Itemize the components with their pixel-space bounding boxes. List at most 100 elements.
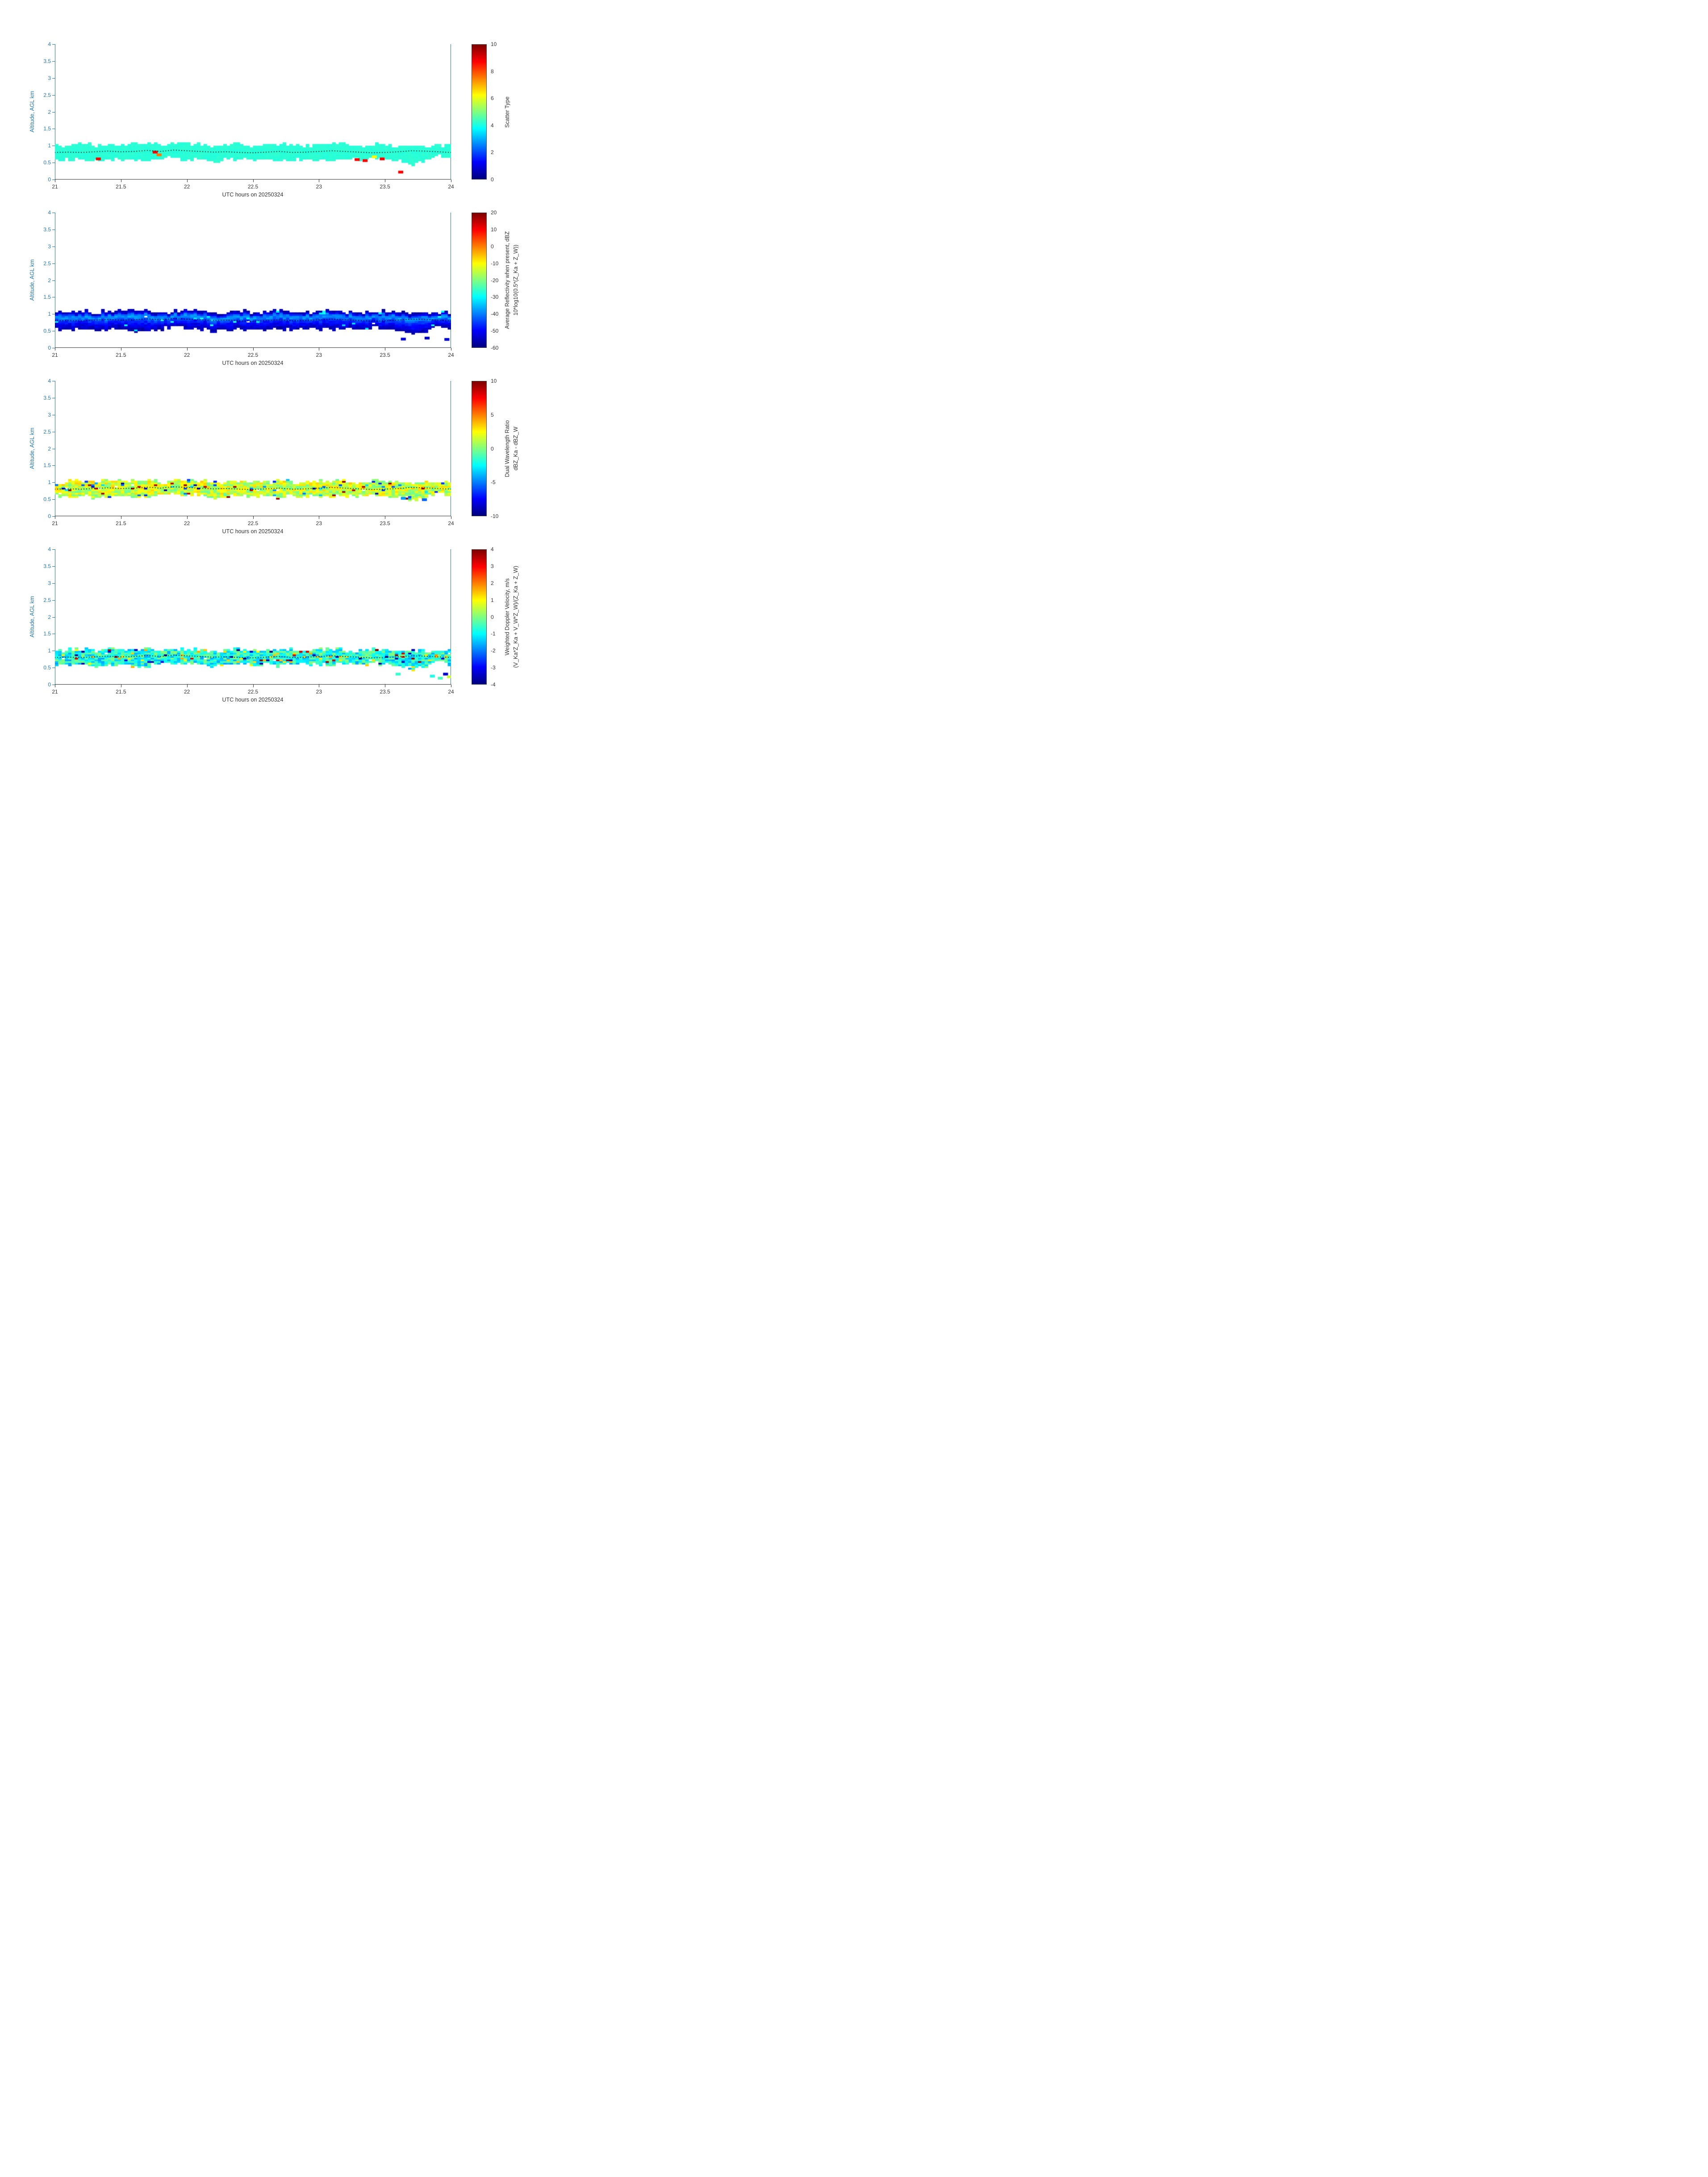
x-tick-label: 22.5 [247,520,259,526]
y-tick-mark [52,465,55,466]
colorbar-tick-label: 2 [491,580,494,586]
y-tick-label: 3.5 [43,563,51,569]
x-tick-label: 22.5 [247,689,259,695]
colorbar-tick-label: 0 [491,243,494,250]
x-tick-label: 24 [448,520,454,526]
x-tick-label: 24 [448,184,454,190]
plot-area: 0 0.5 1 1.5 2 2.5 3 3.5 4 21 21.5 22 22.5 23 23.5 24 [43,209,454,358]
x-tick-label: 21 [52,689,58,695]
colorbar-label-line1: Scatter Type [504,96,510,128]
y-tick-label: 3 [48,75,51,81]
y-tick-mark [52,482,55,483]
x-tick-label: 21.5 [116,689,126,695]
colorbar [472,381,487,516]
figure: Altitude, AGL km 0 0.5 1 1.5 2 2.5 3 3.5 4 21 21.5… [0,0,569,726]
colorbar [472,44,487,180]
colorbar-tick-label: 20 [491,209,497,216]
colorbar-label-line2: 10*log10(0.5*(Z_Ka + Z_W)) [512,245,519,316]
y-tick-label: 2 [48,109,51,115]
colorbar-tick-label: 10 [491,226,497,233]
colorbar-tick-label: 2 [491,149,494,156]
y-tick-label: 2 [48,445,51,452]
colorbar [472,549,487,685]
y-tick-mark [52,95,55,96]
colorbar-label-line2: dBZ_Ka - dBZ_W [512,426,519,471]
y-tick-label: 0.5 [43,664,51,671]
y-tick-mark [52,61,55,62]
x-tick-mark [187,685,188,687]
plot-area: 0 0.5 1 1.5 2 2.5 3 3.5 4 21 21.5 22 22.5 23 23.5 24 [43,378,454,526]
x-axis-label: UTC hours on 20250324 [222,697,284,703]
y-tick-label: 4 [48,378,51,384]
y-tick-label: 3.5 [43,394,51,401]
y-axis-label: Altitude, AGL km [29,259,35,301]
x-tick-mark [253,516,254,519]
y-tick-mark [52,583,55,584]
y-tick-mark [52,280,55,281]
colorbar-label: Scatter Type [503,44,512,180]
colorbar-tick-label: -40 [491,311,499,318]
y-tick-label: 1.5 [43,462,51,469]
x-tick-label: 24 [448,689,454,695]
colorbar-gradient [472,550,486,684]
x-tick-label: 22 [184,520,190,526]
colorbar-label: Dual Wavelength Ratio dBZ_Ka - dBZ_W [503,381,520,516]
colorbar-tick-label: -1 [491,631,496,637]
colorbar-tick-label: -10 [491,513,499,519]
y-tick-label: 3 [48,580,51,586]
x-axis-label: UTC hours on 20250324 [222,360,284,366]
y-tick-mark [52,600,55,601]
heatmap-canvas [55,213,451,348]
colorbar-label-line1: Weighted Doppler Velocity, m/s [504,578,510,656]
x-tick-label: 21 [52,520,58,526]
colorbar-tick-label: -3 [491,664,496,671]
panel-scatter-type: Altitude, AGL km 0 0.5 1 1.5 2 2.5 3 3.5 4 21 21.5… [0,41,569,211]
x-tick-label: 24 [448,352,454,358]
x-tick-mark [253,348,254,351]
colorbar-tick-label: 0 [491,614,494,620]
colorbar-tick-label: -30 [491,294,499,301]
x-tick-label: 22 [184,352,190,358]
colorbar-tick-label: -5 [491,479,496,486]
colorbar-tick-label: -2 [491,648,496,654]
colorbar-tick-label: -10 [491,260,499,267]
panel-average-reflectivity: Altitude, AGL km 0 0.5 1 1.5 2 2.5 3 3.5 4 21 21.5… [0,209,569,380]
y-tick-label: 3.5 [43,58,51,64]
x-tick-label: 22.5 [247,352,259,358]
panel-doppler-velocity: Altitude, AGL km 0 0.5 1 1.5 2 2.5 3 3.5 4 21 21.5… [0,546,569,716]
x-tick-label: 22.5 [247,184,259,190]
colorbar-label-line1: Average Reflectivity when present, dBZ [504,231,510,329]
colorbar-tick-label: 4 [491,546,494,552]
x-tick-label: 21.5 [116,352,126,358]
x-tick-label: 23 [316,520,322,526]
y-tick-label: 1.5 [43,125,51,132]
y-axis-label: Altitude, AGL km [29,91,35,133]
y-tick-label: 0 [48,176,51,183]
colorbar-tick-label: -50 [491,328,499,334]
x-tick-label: 22 [184,184,190,190]
colorbar-tick-label: -20 [491,277,499,284]
colorbar-label-line1: Dual Wavelength Ratio [504,420,510,477]
y-tick-mark [52,617,55,618]
y-tick-label: 2.5 [43,260,51,267]
x-tick-label: 22 [184,689,190,695]
colorbar-label: Average Reflectivity when present, dBZ 1… [503,213,520,348]
colorbar-tick-label: 0 [491,445,494,452]
colorbar-label-line2: (V_Ka*Z_Ka + V_W*Z_W)/(Z_Ka + Z_W) [512,566,519,668]
y-tick-mark [52,263,55,264]
y-tick-label: 0.5 [43,496,51,503]
colorbar-gradient [472,213,486,347]
colorbar-gradient [472,45,486,179]
x-tick-label: 23.5 [380,352,390,358]
colorbar-tick-label: 10 [491,378,497,384]
x-axis-label: UTC hours on 20250324 [222,192,284,198]
heatmap-canvas [55,381,451,516]
y-tick-mark [52,499,55,500]
y-tick-label: 0.5 [43,159,51,166]
x-tick-label: 21.5 [116,520,126,526]
heatmap-canvas [55,44,451,180]
y-axis-label: Altitude, AGL km [29,596,35,638]
y-tick-mark [52,566,55,567]
x-tick-label: 23 [316,184,322,190]
x-tick-label: 21 [52,352,58,358]
